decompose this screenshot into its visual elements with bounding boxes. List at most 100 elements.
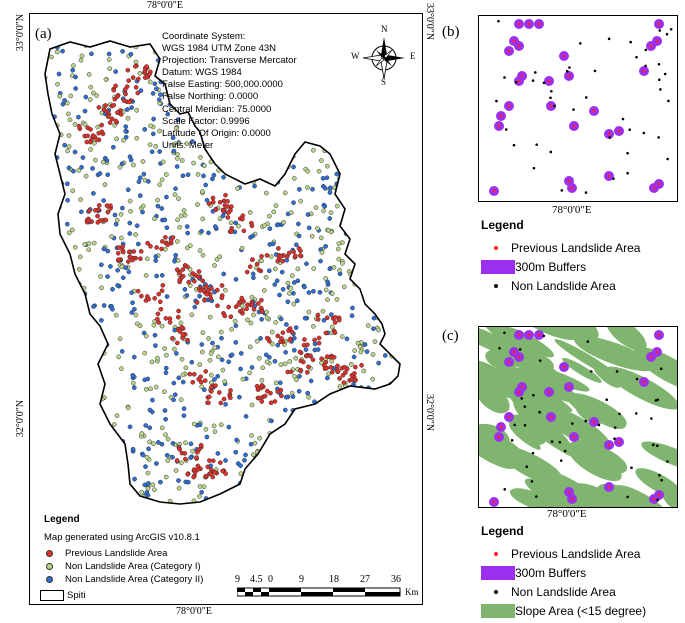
non-landslide-point [45, 346, 46, 351]
non-landslide-point [211, 172, 217, 178]
non-landslide-point [613, 426, 617, 429]
non-landslide-point [289, 466, 295, 472]
non-landslide-point [48, 466, 54, 472]
non-landslide-point [355, 340, 361, 346]
non-landslide-point [366, 423, 371, 429]
non-landslide-point [267, 354, 272, 360]
slope-area [524, 327, 577, 341]
non-landslide-point [252, 183, 257, 189]
non-landslide-point [311, 147, 316, 153]
non-landslide-point [258, 500, 264, 504]
non-landslide-point [314, 118, 320, 124]
landslide-point [108, 203, 113, 209]
non-landslide-point [173, 252, 179, 258]
landslide-point [259, 399, 265, 404]
non-landslide-point [90, 332, 95, 338]
non-landslide-point [81, 442, 87, 448]
non-landslide-point [112, 212, 118, 218]
non-landslide-point [52, 325, 57, 331]
non-landslide-point [181, 406, 187, 411]
non-landslide-point [512, 143, 516, 147]
non-landslide-point [151, 41, 156, 45]
non-landslide-point [273, 380, 279, 386]
non-landslide-point [86, 247, 92, 253]
non-landslide-point [88, 451, 94, 457]
non-landslide-point [120, 49, 125, 54]
non-landslide-point [399, 477, 400, 482]
non-landslide-point [279, 269, 285, 275]
non-landslide-point [333, 505, 337, 509]
non-landslide-point [388, 181, 393, 187]
non-landslide-point [303, 448, 308, 454]
non-landslide-point [656, 398, 660, 401]
non-landslide-point [242, 486, 247, 491]
non-landslide-point [162, 246, 168, 252]
non-landslide-point [298, 198, 303, 204]
non-landslide-point [247, 370, 252, 376]
non-landslide-point [104, 474, 109, 479]
landslide-point [337, 376, 342, 381]
non-landslide-point [389, 326, 395, 332]
non-landslide-point [342, 45, 347, 50]
landslide-point [652, 186, 656, 190]
non-landslide-point [542, 334, 546, 338]
landslide-point [315, 312, 321, 318]
non-landslide-point [62, 98, 67, 103]
landslide-point [264, 335, 270, 341]
non-landslide-point [236, 223, 241, 229]
non-landslide-point [371, 326, 376, 332]
non-landslide-point [371, 181, 377, 186]
non-landslide-point [55, 442, 61, 448]
non-landslide-point [523, 423, 527, 427]
non-landslide-point [73, 419, 78, 425]
non-landslide-point [266, 158, 272, 164]
non-landslide-point [384, 86, 390, 92]
non-landslide-point [658, 473, 661, 477]
slope-area [598, 327, 638, 342]
landslide-point [549, 104, 553, 108]
non-landslide-point [311, 79, 317, 85]
slope-area [479, 383, 510, 414]
landslide-point [114, 94, 120, 99]
landslide-point [191, 371, 197, 377]
non-landslide-point [348, 400, 354, 405]
non-landslide-point [151, 116, 156, 122]
non-landslide-point [242, 457, 247, 463]
legend-a: Legend Map generated using ArcGIS v10.8.… [44, 514, 203, 586]
non-landslide-point [250, 151, 255, 157]
non-landslide-point [113, 69, 119, 74]
non-landslide-point [285, 299, 291, 305]
non-landslide-point [365, 323, 371, 328]
non-landslide-point [364, 409, 370, 415]
landslide-point [315, 317, 321, 322]
non-landslide-point [57, 436, 63, 442]
non-landslide-point [133, 312, 139, 318]
landslide-point [249, 302, 255, 308]
non-landslide-point [123, 265, 129, 271]
non-landslide-point [578, 42, 582, 45]
non-landslide-point [159, 425, 165, 431]
non-landslide-point [195, 171, 201, 177]
landslide-point [157, 299, 163, 305]
non-landslide-point [376, 396, 382, 402]
non-landslide-point [263, 274, 269, 280]
non-landslide-point [311, 288, 316, 294]
non-landslide-point [357, 114, 363, 120]
non-landslide-point [83, 459, 88, 465]
non-landslide-point [142, 482, 148, 488]
non-landslide-point [530, 480, 534, 483]
scale-label: 27 [360, 574, 370, 585]
non-landslide-point [532, 393, 535, 397]
non-landslide-point [348, 418, 353, 424]
non-landslide-point [249, 294, 255, 300]
non-landslide-point [199, 489, 205, 495]
non-landslide-point [306, 136, 311, 142]
non-landslide-point [88, 490, 94, 496]
non-landslide-point [78, 197, 83, 202]
non-landslide-point [321, 496, 327, 501]
legend-label: Previous Landslide Area [65, 548, 168, 559]
non-landslide-point [280, 457, 286, 463]
non-landslide-point [157, 128, 162, 134]
non-landslide-point [172, 192, 178, 197]
legend-item-spiti: Spiti [40, 590, 86, 601]
